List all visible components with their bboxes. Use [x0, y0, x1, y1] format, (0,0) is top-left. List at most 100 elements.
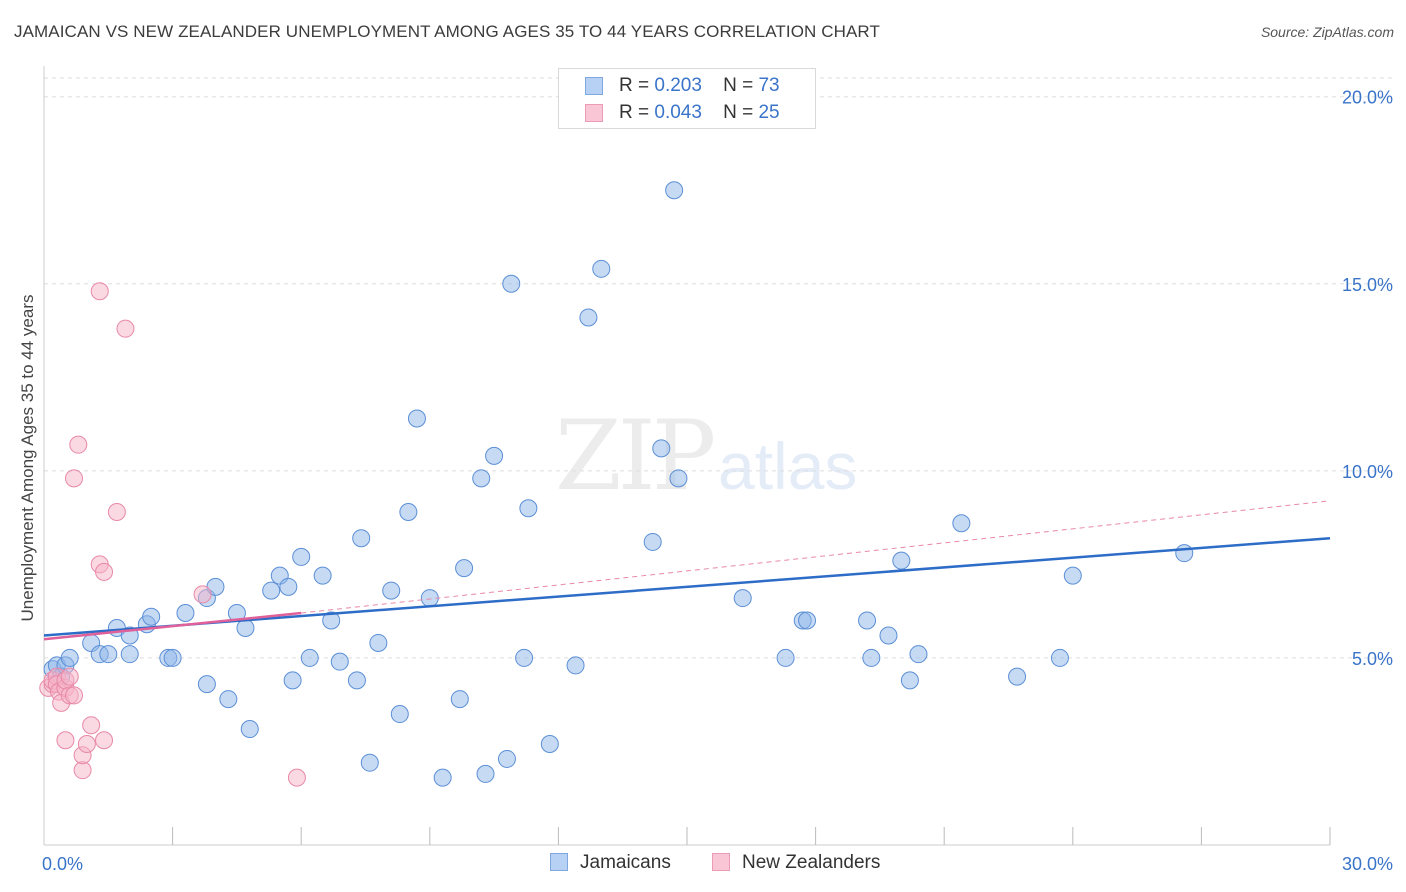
point-jamaicans — [858, 611, 877, 630]
point-new-zealanders — [95, 731, 114, 750]
point-new-zealanders — [116, 319, 135, 338]
y-tick-label: 15.0% — [1342, 275, 1393, 295]
point-jamaicans — [120, 645, 139, 664]
point-new-zealanders — [107, 503, 126, 522]
point-new-zealanders — [82, 716, 101, 735]
point-jamaicans — [279, 577, 298, 596]
legend-n-label: N = — [723, 102, 754, 123]
legend-r-value-new-zealanders: 0.043 — [654, 102, 702, 123]
point-jamaicans — [485, 446, 504, 465]
point-jamaicans — [433, 768, 452, 787]
point-new-zealanders — [60, 667, 79, 686]
point-jamaicans — [1050, 648, 1069, 667]
bottom-legend-swatch-new-zealanders — [712, 853, 730, 871]
point-jamaicans — [163, 648, 182, 667]
point-jamaicans — [540, 734, 559, 753]
point-jamaicans — [1063, 566, 1082, 585]
point-new-zealanders — [77, 734, 96, 753]
point-jamaicans — [197, 675, 216, 694]
point-jamaicans — [515, 648, 534, 667]
point-jamaicans — [592, 259, 611, 278]
point-jamaicans — [450, 690, 469, 709]
point-jamaicans — [669, 469, 688, 488]
point-jamaicans — [776, 648, 795, 667]
point-jamaicans — [652, 439, 671, 458]
point-jamaicans — [292, 547, 311, 566]
legend-swatch-jamaicans — [585, 77, 603, 95]
y-tick-label: 10.0% — [1342, 462, 1393, 482]
point-new-zealanders — [90, 282, 109, 301]
y-tick-label: 20.0% — [1342, 88, 1393, 108]
point-jamaicans — [519, 499, 538, 518]
point-new-zealanders — [65, 686, 84, 705]
point-jamaicans — [665, 181, 684, 200]
point-jamaicans — [262, 581, 281, 600]
legend-swatch-new-zealanders — [585, 104, 603, 122]
point-new-zealanders — [69, 435, 88, 454]
point-jamaicans — [407, 409, 426, 428]
chart-title: JAMAICAN VS NEW ZEALANDER UNEMPLOYMENT A… — [14, 22, 880, 41]
point-jamaicans — [399, 503, 418, 522]
point-jamaicans — [390, 705, 409, 724]
point-jamaicans — [1008, 667, 1027, 686]
point-jamaicans — [892, 551, 911, 570]
point-jamaicans — [472, 469, 491, 488]
point-jamaicans — [1175, 544, 1194, 563]
point-jamaicans — [476, 764, 495, 783]
point-jamaicans — [322, 611, 341, 630]
point-jamaicans — [909, 645, 928, 664]
point-jamaicans — [330, 652, 349, 671]
point-new-zealanders — [65, 469, 84, 488]
point-jamaicans — [900, 671, 919, 690]
trendline-new-zealanders-extension — [301, 500, 1331, 614]
point-jamaicans — [369, 633, 388, 652]
legend-box: R = 0.203 N = 73 R = 0.043 N = 25 — [558, 68, 816, 129]
legend-n-value-jamaicans: 73 — [758, 75, 780, 96]
point-jamaicans — [862, 648, 881, 667]
point-jamaicans — [360, 753, 379, 772]
point-jamaicans — [502, 274, 521, 293]
point-new-zealanders — [73, 761, 92, 780]
point-jamaicans — [566, 656, 585, 675]
point-new-zealanders — [287, 768, 306, 787]
bottom-legend-swatch-jamaicans — [550, 853, 568, 871]
point-jamaicans — [283, 671, 302, 690]
point-jamaicans — [952, 514, 971, 533]
point-jamaicans — [382, 581, 401, 600]
trendline-jamaicans — [43, 536, 1331, 637]
point-jamaicans — [579, 308, 598, 327]
y-tick-label: 5.0% — [1352, 649, 1393, 669]
point-jamaicans — [455, 559, 474, 578]
source-label: Source: ZipAtlas.com — [1260, 24, 1394, 40]
legend-r-label: R = — [619, 102, 650, 123]
point-new-zealanders — [193, 585, 212, 604]
legend-r-label: R = — [619, 75, 650, 96]
point-jamaicans — [176, 604, 195, 623]
point-jamaicans — [142, 607, 161, 626]
point-jamaicans — [240, 720, 259, 739]
point-jamaicans — [798, 611, 817, 630]
bottom-legend-label-jamaicans: Jamaicans — [580, 852, 671, 873]
point-new-zealanders — [95, 562, 114, 581]
point-jamaicans — [60, 648, 79, 667]
legend-n-value-new-zealanders: 25 — [758, 102, 780, 123]
watermark-atlas: atlas — [718, 429, 858, 503]
watermark-zip: ZIP — [555, 400, 716, 512]
point-jamaicans — [879, 626, 898, 645]
point-jamaicans — [99, 645, 118, 664]
point-jamaicans — [219, 690, 238, 709]
point-jamaicans — [733, 589, 752, 608]
trendline-new-zealanders — [43, 611, 302, 641]
point-new-zealanders — [56, 731, 75, 750]
point-jamaicans — [352, 529, 371, 548]
point-jamaicans — [313, 566, 332, 585]
point-jamaicans — [236, 618, 255, 637]
point-jamaicans — [497, 749, 516, 768]
legend-n-label: N = — [723, 75, 754, 96]
x-tick-label-max: 30.0% — [1342, 854, 1393, 874]
legend-r-value-jamaicans: 0.203 — [654, 75, 702, 96]
point-jamaicans — [300, 648, 319, 667]
point-jamaicans — [643, 532, 662, 551]
x-tick-label-min: 0.0% — [42, 854, 83, 874]
